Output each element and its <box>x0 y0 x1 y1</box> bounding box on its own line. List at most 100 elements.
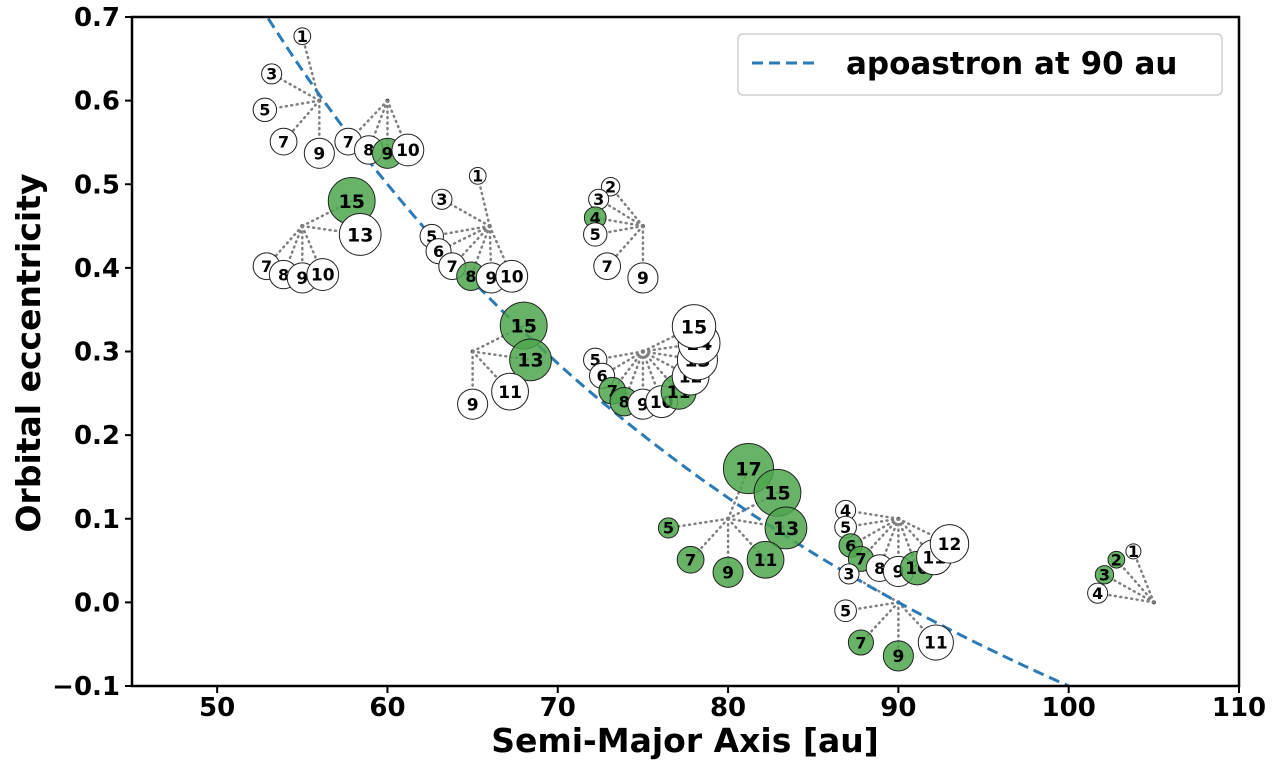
y-tick-label: −0.1 <box>52 672 120 702</box>
x-tick-label: 50 <box>199 693 235 723</box>
apoastron-curve <box>266 17 1070 686</box>
point-label: 1 <box>297 27 308 46</box>
y-tick-label: 0.3 <box>74 338 120 368</box>
point-label: 2 <box>605 178 616 197</box>
point-label: 15 <box>338 191 364 213</box>
connector-line <box>347 99 389 143</box>
point-label: 11 <box>924 634 948 654</box>
point-label: 7 <box>607 382 618 401</box>
open-point <box>338 213 382 256</box>
point-label: 15 <box>681 316 707 338</box>
point-label: 5 <box>426 227 437 246</box>
connector-line <box>897 517 951 546</box>
open-point <box>600 177 621 197</box>
connector-line <box>641 341 701 353</box>
point-label: 9 <box>637 269 649 289</box>
x-axis-title: Semi-Major Axis [au] <box>491 721 879 760</box>
filled-point <box>676 545 705 574</box>
point-label: 3 <box>593 190 604 209</box>
open-point <box>1087 582 1109 604</box>
open-point <box>838 563 860 585</box>
connector-line <box>689 517 730 561</box>
point-label: 5 <box>590 225 601 244</box>
x-tick-label: 80 <box>710 693 746 723</box>
open-point <box>306 258 340 291</box>
filled-point <box>509 338 552 382</box>
point-label: 13 <box>347 224 373 246</box>
point-label: 11 <box>754 551 778 571</box>
open-point <box>468 167 487 185</box>
connector-line <box>726 491 779 520</box>
point-label: 6 <box>845 536 856 555</box>
connector-line <box>1096 591 1156 604</box>
connector-line <box>1132 550 1156 604</box>
point-label: 8 <box>465 267 476 286</box>
point-label: 8 <box>619 392 630 411</box>
point-label: 3 <box>436 190 447 209</box>
point-label: 3 <box>266 65 277 84</box>
point-label: 7 <box>343 132 354 151</box>
point-label: 10 <box>396 141 420 161</box>
x-tick-label: 100 <box>1042 693 1096 723</box>
apoastron-curve-layer <box>266 17 1070 686</box>
connector-line <box>471 324 525 353</box>
point-label: 7 <box>261 257 272 276</box>
point-label: 3 <box>843 565 854 584</box>
point-label: 9 <box>313 144 325 164</box>
open-point <box>834 599 857 623</box>
point-label: 9 <box>637 395 649 415</box>
point-label: 2 <box>1111 550 1122 569</box>
x-tick-label: 60 <box>369 693 405 723</box>
point-label: 12 <box>938 535 962 555</box>
open-point <box>1125 543 1142 560</box>
point-label: 4 <box>1092 584 1103 603</box>
point-label: 7 <box>602 257 613 276</box>
open-point <box>929 524 970 564</box>
open-point <box>431 188 453 210</box>
x-tick-label: 70 <box>540 693 576 723</box>
point-label: 5 <box>840 518 851 537</box>
point-label: 7 <box>685 550 696 569</box>
point-label: 13 <box>517 350 543 372</box>
point-label: 9 <box>296 269 308 289</box>
point-label: 9 <box>892 563 904 583</box>
y-tick-label: 0.5 <box>74 170 120 200</box>
connector-line <box>437 224 491 253</box>
open-point <box>269 127 298 156</box>
y-tick-label: 0.4 <box>74 254 120 284</box>
filled-point <box>882 640 914 672</box>
point-label: 13 <box>773 518 799 540</box>
point-label: 9 <box>467 395 479 415</box>
point-label: 7 <box>855 633 866 652</box>
open-point <box>583 222 608 247</box>
filled-point <box>657 517 680 539</box>
point-label: 7 <box>855 550 866 569</box>
point-label: 3 <box>1099 566 1110 585</box>
open-point <box>671 304 717 349</box>
point-label: 10 <box>311 266 335 286</box>
open-point <box>491 372 529 411</box>
point-label: 8 <box>874 559 885 578</box>
legend-label: apoastron at 90 au <box>846 46 1178 82</box>
point-label: 8 <box>278 265 289 284</box>
point-label: 1 <box>472 167 483 186</box>
x-tick-label: 110 <box>1212 693 1266 723</box>
point-label: 7 <box>278 132 289 151</box>
open-point <box>917 624 954 661</box>
connector-line <box>726 517 767 561</box>
open-point <box>457 388 489 420</box>
filled-point <box>847 629 874 656</box>
point-label: 1 <box>1128 542 1139 561</box>
point-label: 8 <box>363 141 374 160</box>
point-label: 5 <box>663 519 674 538</box>
point-label: 5 <box>590 351 601 370</box>
point-label: 5 <box>840 601 851 620</box>
point-label: 9 <box>892 647 904 667</box>
legend: apoastron at 90 au <box>737 33 1223 96</box>
y-axis-ticks: −0.1 0.0 0.1 0.2 0.3 0.4 0.5 0.6 0.7 <box>52 3 132 702</box>
x-tick-label: 90 <box>880 693 916 723</box>
open-point <box>261 63 283 85</box>
filled-point <box>764 506 808 550</box>
